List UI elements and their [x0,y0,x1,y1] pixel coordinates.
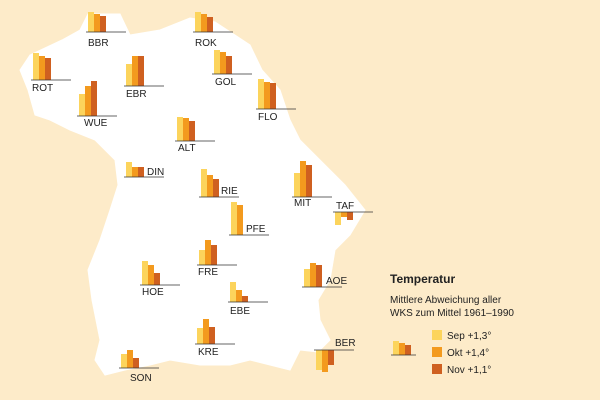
bar [127,350,133,368]
bar [132,167,138,177]
bar [264,82,270,109]
bar [316,265,322,287]
bar [310,263,316,287]
bar [207,175,213,197]
bar [199,250,205,265]
station-label: AOE [326,276,347,287]
station-label: HOE [142,287,164,298]
bar [201,169,207,197]
bar [183,118,189,141]
bar [236,290,242,302]
legend-icon-bar [393,341,399,355]
bar [201,14,207,32]
bavaria-outline [19,13,366,376]
station-label: EBR [126,89,147,100]
bar [328,350,334,365]
legend-icon-bar [399,343,405,355]
bar [231,202,237,235]
bar [270,83,276,109]
station-label: EBE [230,306,250,317]
bar [88,12,94,32]
bar [226,56,232,74]
bar [100,16,106,32]
bar [189,121,195,141]
bar [177,117,183,141]
bar [197,328,203,344]
station-label: MIT [294,198,311,209]
station-label: BER [335,338,356,349]
bar [304,269,310,287]
bar [341,212,347,217]
station-label: FRE [198,267,218,278]
bar [300,161,306,197]
bar [203,319,209,344]
station-label: SON [130,373,152,384]
bar [126,162,132,177]
bar [242,296,248,302]
station-label: TAF [336,201,354,212]
bar [91,81,97,116]
bar [148,265,154,285]
bar [335,212,341,225]
bar [94,14,100,32]
bar [207,17,213,32]
station-label: ROK [195,38,217,49]
bar [85,86,91,116]
legend-swatch [432,364,442,374]
bar [39,56,45,80]
bar [126,64,132,86]
station-label: BBR [88,38,109,49]
legend-title: Temperatur [390,272,455,286]
bar [214,50,220,74]
station-label: WUE [84,118,108,129]
legend-subtitle: Mittlere Abweichung aller [390,295,502,306]
bar [154,273,160,285]
station-label: GOL [215,77,237,88]
bar [316,350,322,370]
bar [230,282,236,302]
bar [138,56,144,86]
legend-label: Sep +1,3° [447,331,491,342]
bar [33,53,39,80]
bar [132,56,138,86]
legend-swatch [432,330,442,340]
bar [138,167,144,177]
bar [258,79,264,109]
bar [347,212,353,220]
bar [121,354,127,368]
legend-label: Okt +1,4° [447,348,489,359]
station-label: PFE [246,224,266,235]
station-label: KRE [198,347,219,358]
station-label: FLO [258,112,278,123]
bar [213,179,219,197]
station-label: RIE [221,186,238,197]
bar [211,245,217,265]
legend-label: Nov +1,1° [447,365,491,376]
bar [220,52,226,74]
bar [79,94,85,116]
bar [306,165,312,197]
bar [133,358,139,368]
legend-swatch [432,347,442,357]
bar [195,12,201,32]
bar [322,350,328,372]
legend-subtitle: WKS zum Mittel 1961–1990 [390,308,514,319]
station-label: ROT [32,83,53,94]
legend-icon-bar [405,345,411,355]
bar [209,327,215,344]
bar [294,173,300,197]
bar [237,205,243,235]
station-label: DIN [147,167,164,178]
bar [45,58,51,80]
station-label: ALT [178,143,196,154]
bar [205,240,211,265]
bar [142,261,148,285]
